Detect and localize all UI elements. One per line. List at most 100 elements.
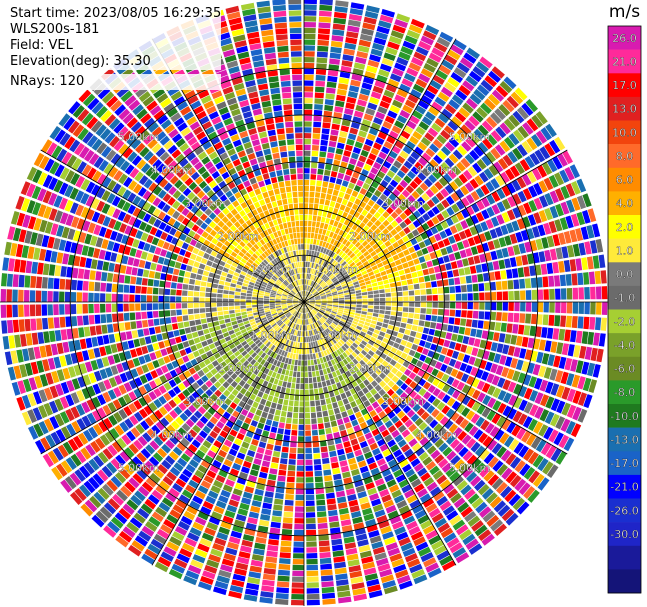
velocity-gate <box>136 320 143 329</box>
velocity-gate <box>371 282 378 287</box>
velocity-gate <box>454 251 462 260</box>
velocity-gate <box>391 429 400 438</box>
velocity-gate <box>123 464 135 476</box>
velocity-gate <box>420 68 434 78</box>
velocity-gate <box>413 351 421 359</box>
velocity-gate <box>416 249 424 257</box>
velocity-gate <box>496 214 505 225</box>
velocity-gate <box>315 69 327 75</box>
velocity-gate <box>378 520 390 529</box>
velocity-gate <box>171 344 179 353</box>
velocity-gate <box>7 320 14 334</box>
velocity-gate <box>320 563 332 570</box>
velocity-gate <box>593 332 600 346</box>
velocity-gate <box>455 371 464 380</box>
velocity-gate <box>582 193 592 208</box>
velocity-gate <box>333 300 339 302</box>
velocity-gate <box>491 442 503 455</box>
velocity-gate <box>409 499 421 509</box>
velocity-gate <box>76 280 83 291</box>
velocity-gate <box>413 574 428 585</box>
velocity-gate <box>234 309 241 313</box>
velocity-gate <box>519 348 527 359</box>
velocity-gate <box>532 473 545 488</box>
velocity-gate <box>270 402 277 409</box>
velocity-gate <box>263 568 276 575</box>
velocity-gate <box>317 234 322 240</box>
velocity-gate <box>199 292 206 297</box>
velocity-gate <box>435 192 445 202</box>
velocity-gate <box>271 331 277 337</box>
velocity-gate <box>512 324 519 334</box>
velocity-gate <box>378 69 390 78</box>
velocity-gate <box>452 389 461 399</box>
velocity-gate <box>389 282 396 288</box>
velocity-gate <box>426 57 439 68</box>
velocity-gate <box>345 356 352 363</box>
velocity-gate <box>335 283 341 288</box>
velocity-gate <box>271 456 280 464</box>
velocity-gate <box>350 576 364 584</box>
velocity-gate <box>452 149 463 160</box>
velocity-gate <box>331 213 337 220</box>
velocity-gate <box>539 195 549 208</box>
velocity-gate <box>469 132 481 144</box>
velocity-gate <box>267 382 273 389</box>
velocity-gate <box>176 289 182 296</box>
velocity-gate <box>386 206 394 215</box>
velocity-gate <box>310 412 317 419</box>
velocity-gate <box>170 282 177 289</box>
velocity-gate <box>387 459 398 468</box>
velocity-gate <box>153 398 163 409</box>
velocity-gate <box>324 329 330 335</box>
velocity-gate <box>208 516 221 526</box>
velocity-gate <box>114 424 125 436</box>
velocity-gate <box>291 322 295 329</box>
velocity-gate <box>441 373 450 383</box>
velocity-gate <box>569 259 577 272</box>
velocity-gate <box>405 468 416 478</box>
velocity-gate <box>313 209 318 216</box>
velocity-gate <box>348 13 362 22</box>
velocity-gate <box>241 311 247 316</box>
velocity-gate <box>364 451 373 460</box>
velocity-gate <box>396 311 403 317</box>
velocity-gate <box>486 134 498 146</box>
velocity-gate <box>396 379 404 387</box>
velocity-gate <box>375 376 383 384</box>
velocity-gate <box>211 360 219 367</box>
velocity-gate <box>312 309 318 314</box>
velocity-gate <box>295 305 300 309</box>
velocity-gate <box>383 384 391 392</box>
velocity-gate <box>367 59 380 68</box>
velocity-gate <box>169 435 179 445</box>
velocity-gate <box>440 188 450 198</box>
velocity-gate <box>304 307 306 313</box>
velocity-gate <box>367 437 376 446</box>
velocity-gate <box>339 217 346 224</box>
velocity-gate <box>197 485 209 495</box>
velocity-gate <box>360 314 367 318</box>
velocity-gate <box>306 285 309 291</box>
velocity-gate <box>310 288 315 293</box>
velocity-gate <box>392 67 404 77</box>
velocity-gate <box>319 151 327 158</box>
velocity-gate <box>391 558 405 568</box>
velocity-gate <box>539 409 550 422</box>
velocity-gate <box>239 545 252 553</box>
velocity-gate <box>355 226 362 234</box>
velocity-gate <box>47 277 54 289</box>
velocity-gate <box>281 356 286 363</box>
velocity-gate <box>264 449 273 456</box>
velocity-gate <box>524 155 536 169</box>
velocity-gate <box>165 455 176 466</box>
velocity-gate <box>226 377 234 385</box>
velocity-gate <box>425 163 435 173</box>
velocity-gate <box>319 240 324 247</box>
velocity-gate <box>313 282 318 288</box>
velocity-gate <box>330 312 337 316</box>
velocity-gate <box>440 129 451 140</box>
velocity-gate <box>146 428 157 439</box>
velocity-gate <box>364 71 376 79</box>
velocity-gate <box>326 293 332 296</box>
